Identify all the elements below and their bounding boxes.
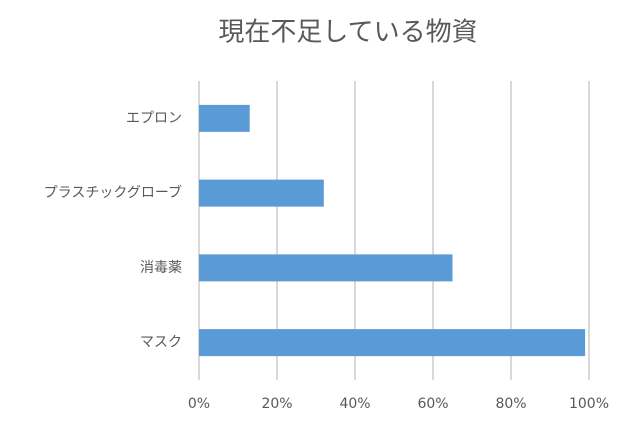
y-tick-label: エプロン xyxy=(126,110,182,126)
bar xyxy=(199,179,324,207)
chart-title: 現在不足している物資 xyxy=(218,18,477,48)
x-tick-label: 60% xyxy=(417,396,448,412)
bar xyxy=(199,329,586,357)
x-tick-label: 80% xyxy=(495,396,526,412)
y-tick-label: プラスチックグローブ xyxy=(44,184,182,201)
y-tick-label: マスク xyxy=(140,335,182,351)
x-tick-label: 20% xyxy=(261,396,292,412)
bar xyxy=(199,254,453,282)
y-tick-label: 消毒薬 xyxy=(140,260,182,276)
x-tick-label: 0% xyxy=(188,396,210,412)
x-tick-label: 40% xyxy=(339,396,370,412)
bar xyxy=(199,104,250,132)
x-tick-label: 100% xyxy=(569,396,609,412)
